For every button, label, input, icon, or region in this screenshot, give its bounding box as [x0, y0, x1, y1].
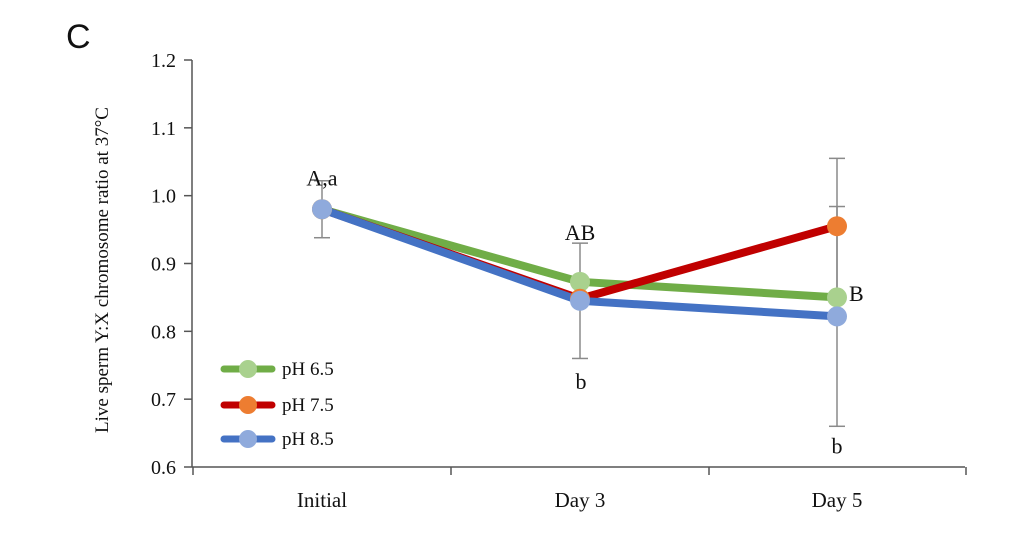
y-tick-label: 0.7 [151, 389, 176, 411]
panel-label: C [66, 18, 91, 56]
x-tick-label: Day 5 [812, 488, 863, 512]
y-tick-label: 0.6 [151, 457, 176, 479]
data-point [570, 271, 590, 292]
data-point [827, 306, 847, 327]
annotations: A,a AB b Bb [306, 166, 863, 459]
significance-label: A,a [306, 166, 337, 191]
y-axis-label: Live sperm Y:X chromosome ratio at 37°C [92, 107, 113, 433]
y-tick-label: 1.0 [151, 186, 176, 208]
significance-label: b [576, 369, 587, 394]
legend-label: pH 7.5 [282, 395, 334, 416]
legend-swatch-marker [239, 396, 257, 414]
data-point [312, 199, 332, 220]
x-tick-label: Initial [297, 488, 347, 512]
significance-label: AB [565, 220, 596, 245]
x-ticks: Initial Day 3 Day 5 [192, 467, 967, 512]
legend-swatch-marker [239, 360, 257, 378]
y-tick-label: 0.8 [151, 321, 176, 343]
data-point [570, 290, 590, 311]
significance-label: b [832, 434, 843, 459]
y-tick-label: 1.1 [151, 118, 176, 140]
legend: pH 6.5 pH 7.5 pH 8.5 [220, 359, 334, 450]
series-markers [312, 199, 847, 327]
y-tick-label: 0.9 [151, 254, 176, 276]
data-point [827, 287, 847, 308]
legend-label: pH 6.5 [282, 359, 334, 380]
legend-swatch-marker [239, 430, 257, 448]
significance-label: B [849, 281, 864, 306]
legend-label: pH 8.5 [282, 429, 334, 450]
data-point [827, 216, 847, 237]
y-tick-label: 1.2 [151, 50, 176, 72]
y-ticks: 0.6 0.7 0.8 0.9 1.0 1.1 1.2 [151, 50, 192, 479]
x-tick-label: Day 3 [555, 488, 606, 512]
